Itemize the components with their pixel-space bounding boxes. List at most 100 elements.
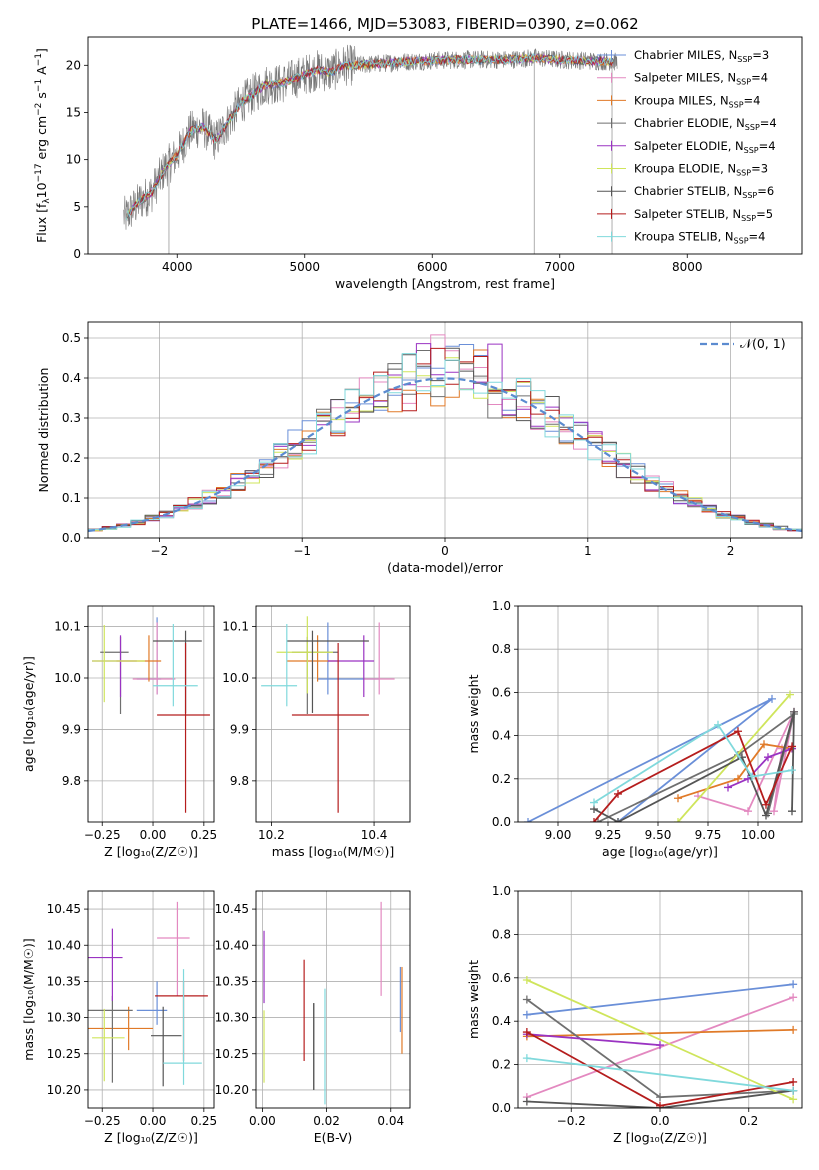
weight-marker bbox=[522, 1054, 531, 1063]
plot-area bbox=[256, 606, 410, 822]
errorbar-point-6 bbox=[151, 1006, 182, 1087]
y-tick-label: 0 bbox=[73, 247, 81, 261]
x-tick-label: 10.00 bbox=[741, 828, 775, 842]
weight-marker bbox=[764, 753, 772, 762]
weight-marker bbox=[744, 807, 752, 816]
x-axis-label: (data-model)/error bbox=[387, 560, 504, 575]
legend-label: Salpeter STELIB, N bbox=[634, 207, 741, 221]
errorbar-point-5 bbox=[92, 625, 145, 703]
plot-area bbox=[256, 891, 410, 1108]
x-axis-label: Z [log₁₀(Z/Z☉)] bbox=[613, 1130, 707, 1145]
weight-marker bbox=[590, 798, 598, 807]
weight-marker bbox=[656, 1093, 664, 1102]
x-axis-label: E(B-V) bbox=[314, 1130, 353, 1145]
panel-weight-vs-age: 9.00 9.25 9.50 9.75 10.00 0.0 0.2 0.4 0.6 0.8 1.0 a… bbox=[466, 599, 803, 859]
errorbar-point-7 bbox=[291, 643, 369, 813]
y-tick-label: 0.8 bbox=[492, 927, 511, 941]
weight-marker bbox=[734, 774, 742, 783]
spectrum-data-line bbox=[123, 44, 618, 230]
weight-line-3 bbox=[597, 711, 796, 822]
weight-marker bbox=[522, 995, 531, 1004]
axes-frame bbox=[255, 605, 411, 823]
x-tick-label: 0.00 bbox=[249, 1114, 276, 1128]
errorbar-point-1 bbox=[363, 622, 395, 695]
y-axis-label: Normed distribution bbox=[36, 368, 51, 493]
x-axis-label: Z [log₁₀(Z/Z☉)] bbox=[104, 844, 198, 859]
legend-sub: SSP bbox=[734, 237, 749, 246]
weight-marker bbox=[789, 1025, 798, 1034]
panel-weight-vs-z: −0.2 0.0 0.2 0.0 0.2 0.4 0.6 0.8 1.0 Z [log₁₀(Z/Z… bbox=[466, 884, 803, 1145]
y-tick-label: 10.25 bbox=[47, 1047, 81, 1061]
figure-title: PLATE=1466, MJD=53083, FIBERID=0390, z=0… bbox=[251, 15, 638, 33]
errorbar-point-2 bbox=[116, 635, 162, 682]
legend-value: =4 bbox=[749, 230, 766, 244]
y-axis-label-part: Flux [f bbox=[34, 203, 49, 243]
x-tick-label: 7000 bbox=[544, 260, 575, 274]
legend-label: Salpeter MILES, N bbox=[634, 71, 736, 85]
legend-entry-1: Salpeter MILES, NSSP=4 bbox=[634, 71, 768, 87]
axes-frame bbox=[255, 890, 411, 1109]
y-tick-label: 10.0 bbox=[54, 671, 81, 685]
y-tick-label: 10.35 bbox=[215, 974, 249, 988]
y-tick-label: 0.5 bbox=[62, 331, 81, 345]
errorbar-point-5 bbox=[92, 1008, 125, 1082]
weight-marker bbox=[724, 783, 732, 792]
weight-marker bbox=[789, 993, 798, 1002]
y-tick-label: 15 bbox=[66, 105, 81, 119]
legend-entry-6: Chabrier STELIB, NSSP=6 bbox=[634, 184, 774, 200]
weight-marker bbox=[522, 1097, 531, 1106]
legend-value: =4 bbox=[744, 93, 761, 107]
weight-marker bbox=[714, 720, 722, 729]
y-axis-label-part: 10 bbox=[34, 182, 49, 198]
y-tick-label: 10.35 bbox=[47, 974, 81, 988]
spectrum-model-5 bbox=[125, 52, 614, 220]
legend-sub: SSP bbox=[736, 169, 751, 178]
y-tick-label: 0.2 bbox=[62, 451, 81, 465]
weight-marker bbox=[789, 1086, 798, 1095]
weight-marker bbox=[614, 818, 622, 822]
x-axis-label: Z [log₁₀(Z/Z☉)] bbox=[104, 1130, 198, 1145]
legend-value: =4 bbox=[751, 71, 768, 85]
errorbar-point-1 bbox=[157, 901, 190, 996]
legend-sub: SSP bbox=[737, 55, 752, 64]
x-tick-label: 0.04 bbox=[377, 1114, 404, 1128]
legend-entry-2: Kroupa MILES, NSSP=4 bbox=[634, 93, 760, 109]
errorbar-point-6 bbox=[153, 630, 202, 713]
legend-entry-0: Chabrier MILES, NSSP=3 bbox=[634, 48, 769, 64]
y-tick-label: 0.3 bbox=[62, 411, 81, 425]
spectrum-model-2 bbox=[125, 53, 614, 217]
weight-marker bbox=[762, 800, 770, 809]
legend-value: =5 bbox=[756, 207, 773, 221]
weight-marker bbox=[762, 811, 770, 820]
y-tick-label: 10.45 bbox=[47, 902, 81, 916]
y-tick-label: 10.40 bbox=[47, 938, 81, 952]
weight-marker bbox=[594, 818, 602, 822]
weight-line-5 bbox=[526, 979, 794, 1101]
y-tick-label: 9.8 bbox=[62, 774, 81, 788]
x-tick-label: 1 bbox=[584, 544, 592, 558]
weight-marker bbox=[789, 1077, 798, 1086]
x-tick-label: 10.4 bbox=[361, 828, 388, 842]
errorbar-point-1 bbox=[132, 622, 176, 695]
y-tick-label: 10.20 bbox=[215, 1083, 249, 1097]
spectrum-model-3 bbox=[126, 53, 614, 216]
legend-sub: SSP bbox=[742, 191, 757, 200]
errorbar-point-2 bbox=[88, 1006, 154, 1051]
y-tick-label: 0.2 bbox=[492, 772, 511, 786]
errorbar-point-4 bbox=[88, 928, 123, 1001]
x-tick-label: 9.00 bbox=[545, 828, 572, 842]
y-axis-label: mass weight bbox=[466, 674, 481, 753]
weight-marker bbox=[524, 818, 532, 822]
x-axis-label: wavelength [Angstrom, rest frame] bbox=[335, 276, 555, 291]
legend-label: Kroupa MILES, N bbox=[634, 93, 729, 107]
y-axis-label-part: −1 bbox=[34, 79, 44, 92]
x-tick-label: 0 bbox=[441, 544, 449, 558]
weight-marker bbox=[656, 1041, 664, 1050]
x-tick-label: 0.00 bbox=[140, 1114, 167, 1128]
weight-line-1 bbox=[697, 711, 795, 813]
legend-entry-8: Kroupa STELIB, NSSP=4 bbox=[634, 230, 765, 246]
axes-frame bbox=[517, 605, 803, 823]
y-tick-label: 10.1 bbox=[222, 620, 249, 634]
